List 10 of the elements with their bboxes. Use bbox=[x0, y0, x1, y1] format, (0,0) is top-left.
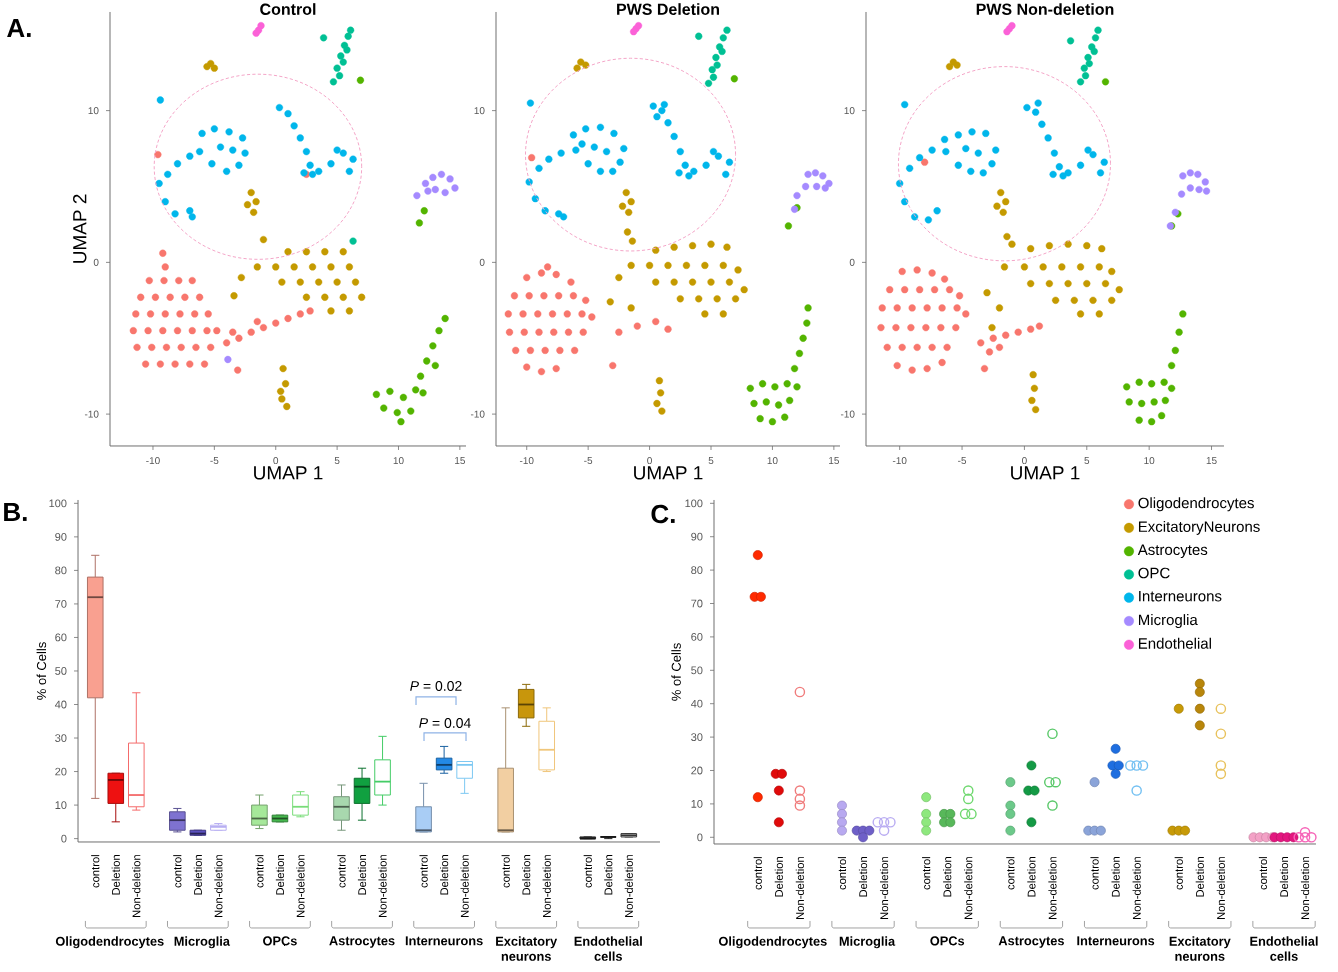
chart-title: PWS Non-deletion bbox=[976, 3, 1114, 15]
text: B. bbox=[4, 503, 27, 521]
x-axis-title: UMAP 1 bbox=[634, 466, 703, 480]
annotation: C. bbox=[651, 504, 675, 524]
x-axis-title: UMAP 1 bbox=[254, 466, 323, 480]
x-axis-title: UMAP 1 bbox=[1011, 466, 1080, 480]
chart-title: Control bbox=[260, 3, 316, 15]
y-axis-title: UMAP 2 bbox=[73, 194, 87, 263]
chart-title: PWS Deletion bbox=[617, 3, 720, 15]
text: A. bbox=[7, 19, 31, 37]
